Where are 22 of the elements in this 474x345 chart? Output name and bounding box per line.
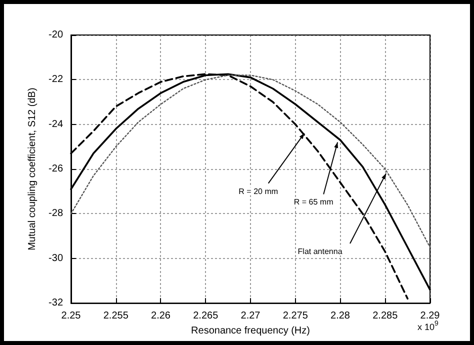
y-tick-label: -32 (48, 298, 64, 309)
annotation: R = 65 mm (294, 198, 334, 207)
y-tick-label: -22 (48, 74, 64, 86)
annotation: Flat antenna (298, 247, 343, 256)
y-axis-title: Mutual coupling coefficient, S12 (dB) (27, 88, 38, 250)
y-tick-label: -20 (48, 30, 64, 40)
x-axis-title: Resonance frequency (Hz) (191, 326, 310, 336)
line-series (70, 74, 431, 248)
x-tick-label: 2.27 (240, 310, 261, 322)
x-tick-label: 2.255 (103, 310, 129, 322)
y-tick-label: -26 (48, 164, 64, 175)
x-tick-label: 2.275 (282, 310, 308, 322)
y-tick-label: -30 (48, 252, 64, 264)
x-tick-label: 2.285 (372, 310, 398, 322)
y-tick-label: -28 (48, 208, 64, 220)
x-tick-label: 2.28 (330, 310, 350, 322)
x-tick-label: 2.29 (420, 310, 440, 322)
y-tick-label: -24 (48, 118, 64, 130)
x-tick-label: 2.25 (61, 310, 82, 322)
annotation: R = 20 mm (238, 186, 278, 196)
x-tick-label: 2.265 (193, 310, 219, 322)
x-tick-label: 2.26 (151, 310, 171, 322)
